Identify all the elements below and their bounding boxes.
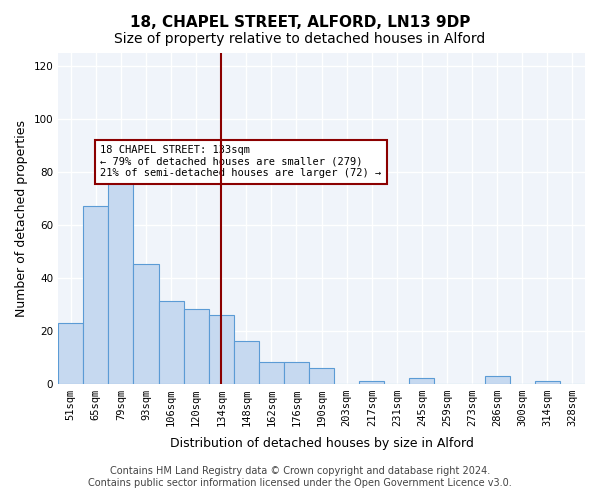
Bar xyxy=(259,362,284,384)
Bar xyxy=(158,302,184,384)
Bar xyxy=(83,206,109,384)
Y-axis label: Number of detached properties: Number of detached properties xyxy=(15,120,28,316)
Bar xyxy=(109,148,133,384)
Text: 18, CHAPEL STREET, ALFORD, LN13 9DP: 18, CHAPEL STREET, ALFORD, LN13 9DP xyxy=(130,15,470,30)
Bar xyxy=(234,341,259,384)
Bar xyxy=(284,362,309,384)
Bar xyxy=(485,376,510,384)
Text: Contains HM Land Registry data © Crown copyright and database right 2024.
Contai: Contains HM Land Registry data © Crown c… xyxy=(88,466,512,487)
Bar xyxy=(209,314,234,384)
Bar xyxy=(359,381,385,384)
Text: 18 CHAPEL STREET: 133sqm
← 79% of detached houses are smaller (279)
21% of semi-: 18 CHAPEL STREET: 133sqm ← 79% of detach… xyxy=(100,145,382,178)
Bar xyxy=(184,310,209,384)
X-axis label: Distribution of detached houses by size in Alford: Distribution of detached houses by size … xyxy=(170,437,473,450)
Text: Size of property relative to detached houses in Alford: Size of property relative to detached ho… xyxy=(115,32,485,46)
Bar xyxy=(133,264,158,384)
Bar xyxy=(535,381,560,384)
Bar xyxy=(309,368,334,384)
Bar xyxy=(58,322,83,384)
Bar xyxy=(409,378,434,384)
